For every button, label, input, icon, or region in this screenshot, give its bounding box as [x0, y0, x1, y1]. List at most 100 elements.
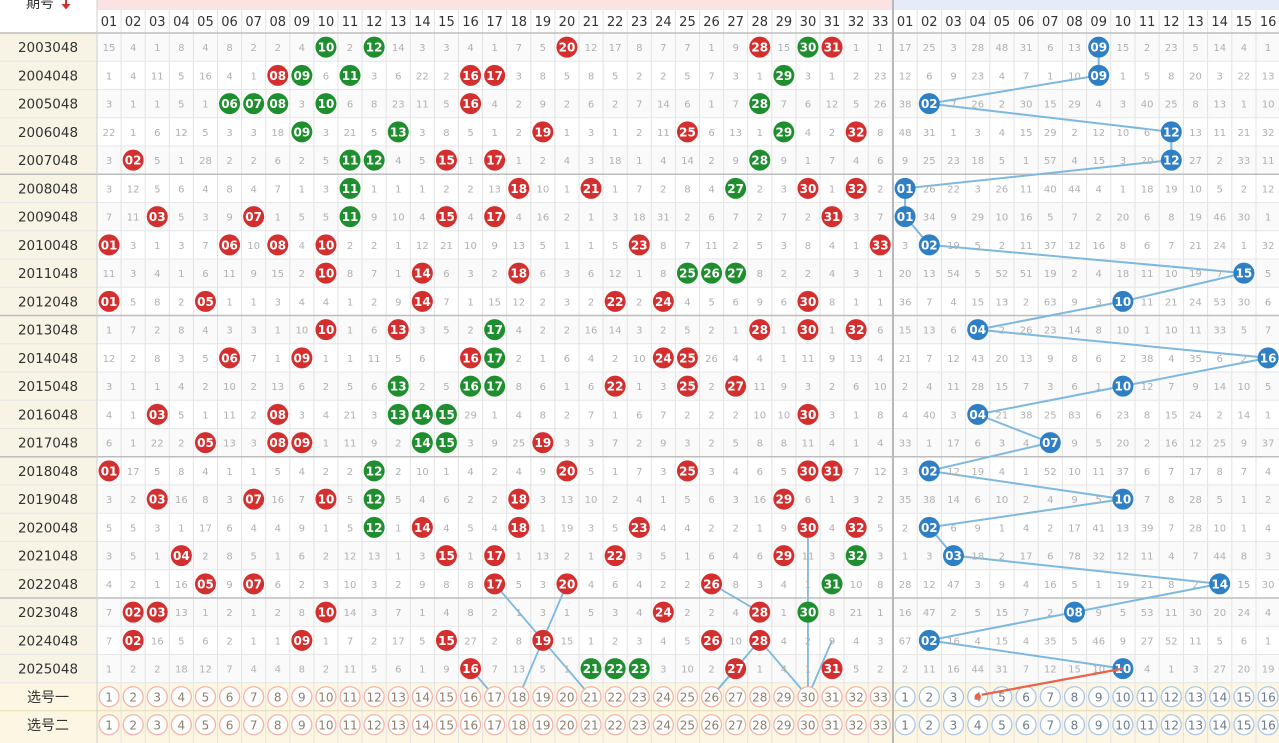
- pick-two-red-option[interactable]: 1: [98, 714, 120, 736]
- pick-one-red-option[interactable]: 27: [725, 686, 747, 708]
- pick-two-red-option[interactable]: 12: [363, 714, 385, 736]
- pick-two-red-option[interactable]: 4: [170, 714, 193, 736]
- pick-two-red-option[interactable]: 18: [508, 714, 530, 736]
- pick-one-red-option[interactable]: 10: [315, 686, 337, 708]
- pick-one-red-option[interactable]: 11: [339, 686, 361, 708]
- pick-one-red-option[interactable]: 29: [773, 686, 795, 708]
- pick-one-red-option[interactable]: 26: [700, 686, 723, 708]
- pick-two-red-option[interactable]: 27: [725, 714, 747, 736]
- pick-two-blue-option[interactable]: 3: [942, 714, 965, 736]
- pick-two-red-option[interactable]: 2: [122, 714, 144, 736]
- pick-one-red-option[interactable]: 13: [387, 686, 409, 708]
- pick-one-red-option[interactable]: 33: [869, 686, 891, 708]
- pick-two-blue-option[interactable]: 15: [1233, 714, 1255, 736]
- pick-two-blue-option[interactable]: 12: [1160, 714, 1182, 736]
- pick-two-red-option[interactable]: 6: [218, 714, 241, 736]
- pick-one-red-option[interactable]: 22: [604, 686, 626, 708]
- pick-one-blue-option[interactable]: 10: [1112, 686, 1134, 708]
- pick-one-blue-option[interactable]: 4: [967, 686, 989, 708]
- pick-two-red-option[interactable]: 31: [821, 714, 843, 736]
- pick-one-red-option[interactable]: 20: [556, 686, 578, 708]
- pick-one-red-option[interactable]: 3: [146, 686, 168, 708]
- pick-one-red-option[interactable]: 15: [435, 686, 458, 708]
- pick-two-red-option[interactable]: 24: [652, 714, 674, 736]
- pick-one-red-option[interactable]: 28: [749, 686, 771, 708]
- pick-one-red-option[interactable]: 9: [291, 686, 313, 708]
- pick-two-red-option[interactable]: 9: [291, 714, 313, 736]
- pick-two-red-option[interactable]: 23: [628, 714, 650, 736]
- pick-two-blue-option[interactable]: 14: [1209, 714, 1231, 736]
- pick-two-red-option[interactable]: 14: [411, 714, 434, 736]
- pick-two-red-option[interactable]: 20: [556, 714, 578, 736]
- pick-one-blue-option[interactable]: 7: [1039, 686, 1061, 708]
- pick-one-red-option[interactable]: 21: [580, 686, 602, 708]
- pick-two-blue-option[interactable]: 2: [918, 714, 940, 736]
- pick-one-red-option[interactable]: 24: [652, 686, 674, 708]
- pick-two-red-option[interactable]: 10: [315, 714, 337, 736]
- pick-two-blue-option[interactable]: 7: [1039, 714, 1061, 736]
- pick-two-red-option[interactable]: 26: [700, 714, 723, 736]
- pick-two-red-option[interactable]: 33: [869, 714, 891, 736]
- pick-one-blue-option[interactable]: 11: [1136, 686, 1158, 708]
- pick-number: 22: [608, 718, 623, 732]
- pick-one-red-option[interactable]: 17: [483, 686, 506, 708]
- pick-two-red-option[interactable]: 30: [797, 714, 819, 736]
- pick-one-red-option[interactable]: 1: [98, 686, 120, 708]
- pick-two-blue-option[interactable]: 4: [967, 714, 989, 736]
- pick-one-red-option[interactable]: 7: [242, 686, 265, 708]
- pick-two-blue-option[interactable]: 10: [1112, 714, 1134, 736]
- pick-one-blue-option[interactable]: 15: [1233, 686, 1255, 708]
- pick-two-blue-option[interactable]: 9: [1088, 714, 1110, 736]
- pick-two-blue-option[interactable]: 8: [1063, 714, 1086, 736]
- pick-one-red-option[interactable]: 30: [797, 686, 819, 708]
- pick-one-blue-option[interactable]: 2: [918, 686, 940, 708]
- pick-one-red-option[interactable]: 4: [170, 686, 193, 708]
- pick-two-red-option[interactable]: 28: [749, 714, 771, 736]
- pick-two-blue-option[interactable]: 5: [991, 714, 1013, 736]
- pick-one-red-option[interactable]: 31: [821, 686, 843, 708]
- pick-one-red-option[interactable]: 12: [363, 686, 385, 708]
- pick-one-red-option[interactable]: 16: [459, 686, 482, 708]
- pick-one-red-option[interactable]: 8: [267, 686, 289, 708]
- pick-two-red-option[interactable]: 22: [604, 714, 626, 736]
- pick-two-red-option[interactable]: 16: [459, 714, 482, 736]
- pick-two-red-option[interactable]: 5: [194, 714, 217, 736]
- pick-two-red-option[interactable]: 7: [242, 714, 265, 736]
- red-miss-count: 6: [877, 326, 883, 337]
- pick-one-red-option[interactable]: 23: [628, 686, 650, 708]
- pick-two-red-option[interactable]: 29: [773, 714, 795, 736]
- pick-two-red-option[interactable]: 15: [435, 714, 458, 736]
- pick-two-red-option[interactable]: 13: [387, 714, 409, 736]
- pick-one-blue-option[interactable]: 6: [1015, 686, 1037, 708]
- pick-two-blue-option[interactable]: 13: [1184, 714, 1207, 736]
- pick-two-red-option[interactable]: 25: [676, 714, 699, 736]
- red-miss-count: 4: [299, 467, 305, 478]
- pick-one-blue-option[interactable]: 14: [1209, 686, 1231, 708]
- pick-one-red-option[interactable]: 2: [122, 686, 144, 708]
- pick-two-blue-option[interactable]: 11: [1136, 714, 1158, 736]
- pick-one-red-option[interactable]: 14: [411, 686, 434, 708]
- pick-one-blue-option[interactable]: 8: [1063, 686, 1086, 708]
- pick-one-red-option[interactable]: 18: [508, 686, 530, 708]
- pick-one-blue-option[interactable]: 12: [1160, 686, 1182, 708]
- pick-one-red-option[interactable]: 19: [532, 686, 554, 708]
- pick-two-red-option[interactable]: 11: [339, 714, 361, 736]
- pick-two-blue-option[interactable]: 16: [1257, 714, 1279, 736]
- pick-one-blue-option[interactable]: 9: [1088, 686, 1110, 708]
- pick-one-red-option[interactable]: 25: [676, 686, 699, 708]
- pick-two-red-option[interactable]: 19: [532, 714, 554, 736]
- pick-one-blue-option[interactable]: 13: [1184, 686, 1207, 708]
- pick-one-blue-option[interactable]: 16: [1257, 686, 1279, 708]
- pick-two-red-option[interactable]: 8: [267, 714, 289, 736]
- pick-one-red-option[interactable]: 32: [845, 686, 867, 708]
- pick-one-blue-option[interactable]: 1: [894, 686, 916, 708]
- pick-one-red-option[interactable]: 6: [218, 686, 241, 708]
- pick-two-blue-option[interactable]: 1: [894, 714, 916, 736]
- pick-two-red-option[interactable]: 17: [483, 714, 506, 736]
- pick-one-red-option[interactable]: 5: [194, 686, 217, 708]
- pick-one-blue-option[interactable]: 3: [942, 686, 965, 708]
- pick-two-blue-option[interactable]: 6: [1015, 714, 1037, 736]
- pick-two-red-option[interactable]: 32: [845, 714, 867, 736]
- pick-two-red-option[interactable]: 21: [580, 714, 602, 736]
- pick-two-red-option[interactable]: 3: [146, 714, 168, 736]
